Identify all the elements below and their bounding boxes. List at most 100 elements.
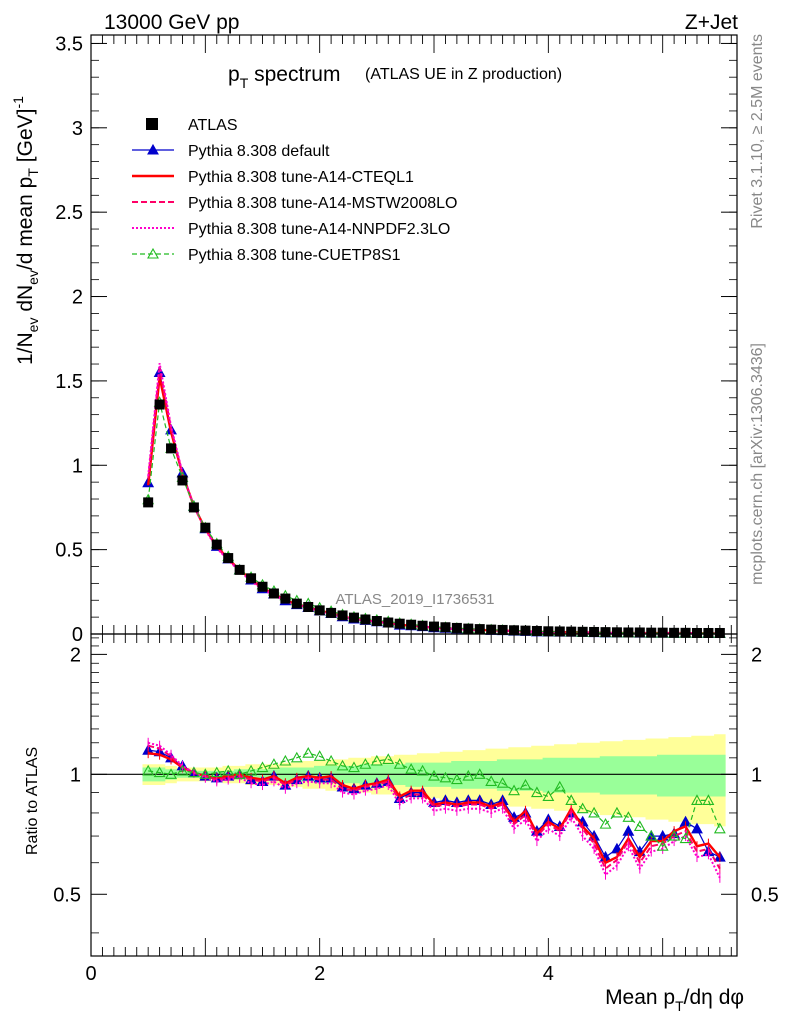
main-y-tick-label: 3 [72, 118, 83, 140]
x-tick-label: 2 [314, 963, 325, 985]
x-tick-label: 4 [543, 963, 554, 985]
series-point-ratio-5 [336, 759, 349, 771]
atlas-data-point [314, 605, 325, 616]
series-point-ratio-5 [279, 754, 292, 766]
series-point-ratio-5 [508, 784, 520, 796]
title-main: p [228, 63, 240, 86]
process-label: Z+Jet [685, 11, 738, 34]
series-point-ratio-5 [153, 766, 166, 778]
series-point-ratio-5 [439, 771, 452, 783]
atlas-data-point [211, 539, 222, 550]
series-point-ratio-5 [611, 806, 623, 818]
main-y-tick-label: 2 [72, 287, 83, 309]
series-point-ratio-5 [599, 817, 612, 829]
ratio-y-tick-label-right: 2 [751, 644, 762, 666]
legend-label-1: Pythia 8.308 default [188, 143, 330, 160]
series-point-ratio-5 [702, 794, 715, 805]
main-y-tick-label: 1.5 [55, 371, 83, 393]
series-point-ratio-5 [348, 761, 360, 773]
y-axis-label: 1/Nev dNev/d mean pT [GeV]-1 [10, 96, 41, 365]
x-axis-label: Mean pT/dη dφ [605, 986, 744, 1014]
series-point-ratio-5 [428, 769, 440, 781]
series-point-ratio-5 [142, 764, 155, 776]
series-point-ratio-5 [382, 753, 395, 764]
ratio-y-tick-label: 0.5 [53, 884, 81, 906]
legend-marker-atlas [146, 118, 158, 130]
ratio-y-tick-label: 2 [70, 644, 81, 666]
series-point-ratio-5 [565, 794, 578, 805]
atlas-data-point [223, 553, 234, 564]
series-point-ratio-5 [165, 768, 177, 779]
series-point-ratio-5 [691, 794, 703, 805]
series-point-ratio-5 [268, 758, 280, 769]
series-point-ratio-5 [656, 840, 669, 851]
series-point-ratio-5 [542, 790, 555, 802]
legend-marker-1 [147, 143, 159, 155]
series-point-ratio-5 [187, 766, 200, 778]
ratio-y-tick-label-right: 1 [751, 764, 762, 786]
series-point-ratio-5 [245, 764, 258, 776]
atlas-data-point [291, 598, 302, 609]
series-point-ratio-5 [462, 769, 475, 781]
series-point-ratio-5 [210, 766, 223, 778]
atlas-data-point [371, 616, 382, 627]
atlas-data-point [154, 399, 165, 410]
series-point-ratio-5 [530, 786, 543, 798]
side-label-rivet: Rivet 3.1.10, ≥ 2.5M events [749, 34, 766, 229]
x-tick-label: 0 [85, 963, 96, 985]
main-y-tick-label: 0.5 [55, 540, 83, 562]
series-point-ratio-5 [713, 822, 726, 834]
side-label-mcplots: mcplots.cern.ch [arXiv:1306.3436] [749, 343, 766, 585]
legend-label-2: Pythia 8.308 tune-A14-CTEQL1 [188, 169, 414, 186]
legend: ATLAS Pythia 8.308 default Pythia 8.308 tu… [132, 117, 457, 264]
legend-label-5: Pythia 8.308 tune-CUETP8S1 [188, 247, 401, 264]
main-y-tick-label: 3.5 [55, 33, 83, 55]
analysis-watermark: ATLAS_2019_I1736531 [335, 591, 494, 608]
series-point-ratio-1 [691, 822, 703, 834]
series-point-ratio-5 [176, 764, 189, 776]
atlas-data-point [337, 610, 348, 621]
main-y-tick-label: 0 [72, 624, 83, 646]
legend-marker-5 [147, 247, 159, 259]
atlas-data-point [188, 502, 199, 513]
series-point-ratio-5 [496, 777, 509, 788]
series-line-ratio-3 [147, 744, 721, 871]
atlas-data-point [383, 617, 394, 628]
energy-label: 13000 GeV pp [104, 11, 239, 34]
series-point-ratio-5 [553, 780, 566, 792]
series-point-ratio-5 [359, 758, 372, 769]
series-point-ratio-5 [222, 764, 235, 776]
series-line-ratio-5 [148, 752, 721, 848]
legend-label-0: ATLAS [188, 117, 238, 134]
series-point-ratio-5 [393, 758, 406, 769]
series-point-ratio-5 [622, 811, 635, 822]
series-point-ratio-5 [325, 754, 338, 766]
series-point-ratio-5 [290, 751, 303, 763]
atlas-data-point [257, 581, 268, 592]
atlas-data-point [177, 475, 188, 486]
series-point-ratio-5 [588, 806, 601, 818]
atlas-data-point [246, 573, 257, 584]
series-point-ratio-5 [473, 768, 486, 779]
series-point-ratio-5 [256, 761, 269, 773]
series-point-ratio-5 [405, 763, 418, 774]
atlas-data-point [280, 593, 291, 604]
series-point-ratio-5 [199, 768, 212, 779]
ratio-frame [90, 633, 738, 957]
atlas-data-point [200, 522, 211, 533]
chart-title: pT spectrum [228, 63, 340, 91]
atlas-data-point [166, 443, 177, 454]
series-point-ratio-5 [313, 750, 326, 761]
chart-subtitle: (ATLAS UE in Z production) [365, 66, 562, 83]
ratio-y-tick-label: 1 [70, 764, 81, 786]
series-line-ratio-4 [147, 741, 721, 879]
ratio-y-axis-label: Ratio to ATLAS [24, 747, 41, 855]
series-point-ratio-5 [668, 829, 681, 841]
series-point-ratio-5 [519, 778, 532, 790]
title-sub: T [240, 75, 249, 91]
series-point-ratio-5 [233, 768, 246, 779]
atlas-data-point [143, 497, 154, 508]
atlas-data-point [348, 612, 359, 623]
ratio-plot [91, 734, 737, 883]
